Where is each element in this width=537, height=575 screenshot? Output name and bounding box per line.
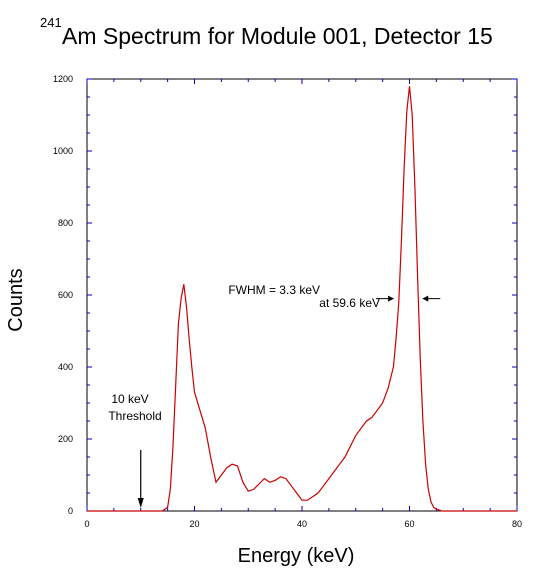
- x-axis-title: Energy (keV): [238, 545, 355, 567]
- threshold-arrow: [137, 450, 144, 508]
- fwhm-left-arrow-head: [388, 295, 395, 302]
- threshold-annotation-line1: 10 keV: [111, 392, 148, 406]
- y-tick-label: 200: [58, 434, 73, 444]
- fwhm-annotation-line1: FWHM = 3.3 keV: [228, 283, 320, 297]
- y-axis-title: Counts: [5, 268, 27, 331]
- y-tick-label: 600: [58, 290, 73, 300]
- fwhm-annotation-line2: at 59.6 keV: [319, 296, 380, 310]
- threshold-annotation-line2: Threshold: [108, 409, 161, 423]
- x-tick-label: 0: [84, 519, 89, 529]
- fwhm-right-arrow-head: [422, 295, 429, 302]
- fwhm-arrows: [376, 295, 441, 302]
- y-tick-label: 1000: [53, 146, 73, 156]
- y-tick-label: 400: [58, 362, 73, 372]
- x-tick-label: 20: [189, 519, 199, 529]
- x-tick-label: 60: [404, 519, 414, 529]
- chart-title-superscript: 241: [40, 15, 62, 30]
- x-tick-label: 80: [512, 519, 522, 529]
- axis-ticks: [86, 78, 518, 512]
- threshold-arrow-head: [137, 498, 144, 508]
- y-tick-label: 0: [68, 506, 73, 516]
- chart-title: Am Spectrum for Module 001, Detector 15: [62, 23, 493, 49]
- y-tick-label: 1200: [53, 74, 73, 84]
- x-tick-label: 40: [297, 519, 307, 529]
- spectrum-series-line: [87, 86, 517, 512]
- y-tick-label: 800: [58, 218, 73, 228]
